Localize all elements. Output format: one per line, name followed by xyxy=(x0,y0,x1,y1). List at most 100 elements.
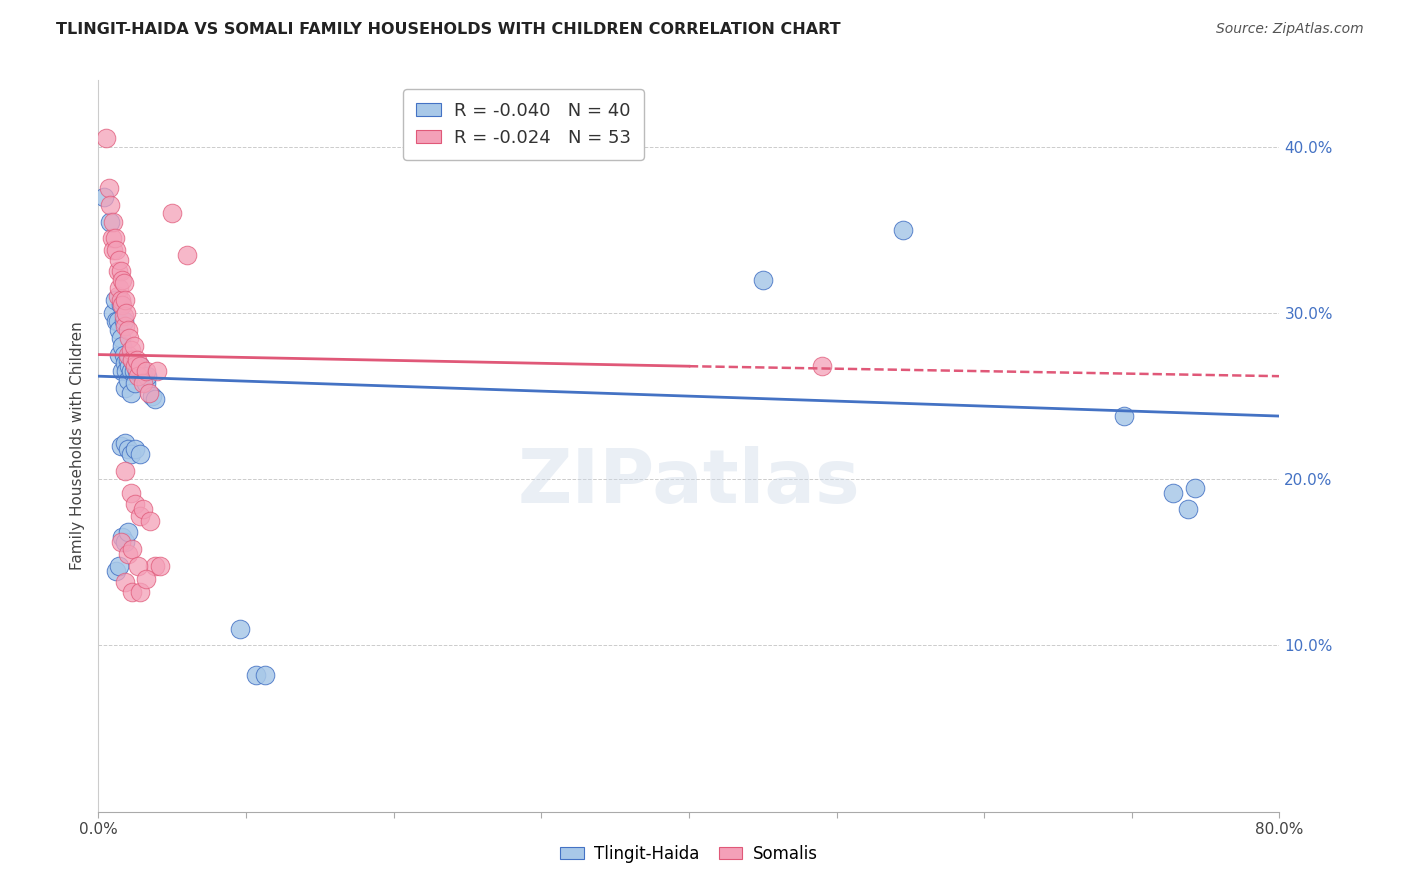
Point xyxy=(149,558,172,573)
Point xyxy=(122,339,145,353)
Point xyxy=(112,347,135,362)
Point xyxy=(124,376,146,390)
Point xyxy=(132,502,155,516)
Point xyxy=(98,214,121,228)
Point xyxy=(110,298,132,312)
Point xyxy=(97,181,120,195)
Point xyxy=(107,264,129,278)
Point xyxy=(139,514,162,528)
Point xyxy=(128,359,150,374)
Point xyxy=(111,339,134,353)
Point xyxy=(176,248,198,262)
Point xyxy=(124,497,146,511)
Point xyxy=(117,347,139,362)
Point xyxy=(136,369,159,384)
Point xyxy=(112,314,135,328)
Point xyxy=(114,293,136,307)
Point xyxy=(124,442,146,457)
Y-axis label: Family Households with Children: Family Households with Children xyxy=(69,322,84,570)
Point xyxy=(125,364,148,378)
Point xyxy=(117,525,139,540)
Point xyxy=(128,508,150,523)
Point xyxy=(121,585,143,599)
Point xyxy=(891,223,914,237)
Point xyxy=(108,281,131,295)
Point xyxy=(120,447,142,461)
Point xyxy=(94,131,117,145)
Point xyxy=(124,359,146,374)
Point xyxy=(1177,502,1199,516)
Point xyxy=(254,668,277,682)
Point xyxy=(114,356,136,370)
Point xyxy=(118,359,141,374)
Text: Source: ZipAtlas.com: Source: ZipAtlas.com xyxy=(1216,22,1364,37)
Point xyxy=(143,392,166,407)
Point xyxy=(120,385,142,400)
Point xyxy=(104,293,127,307)
Point xyxy=(105,564,128,578)
Point xyxy=(1161,485,1184,500)
Point xyxy=(105,243,128,257)
Point xyxy=(135,364,157,378)
Point xyxy=(117,352,139,367)
Point xyxy=(146,364,169,378)
Point xyxy=(118,331,141,345)
Point xyxy=(103,306,125,320)
Point xyxy=(110,439,132,453)
Point xyxy=(98,198,121,212)
Point xyxy=(810,359,832,374)
Point xyxy=(128,447,150,461)
Point xyxy=(108,252,131,267)
Point xyxy=(111,530,134,544)
Point xyxy=(128,359,150,374)
Point xyxy=(128,585,150,599)
Point xyxy=(121,352,143,367)
Point xyxy=(108,347,131,362)
Point xyxy=(132,369,155,384)
Point xyxy=(127,558,149,573)
Point xyxy=(245,668,267,682)
Point xyxy=(1184,481,1206,495)
Point xyxy=(115,364,138,378)
Point xyxy=(93,189,115,203)
Point xyxy=(112,276,135,290)
Point xyxy=(108,323,131,337)
Point xyxy=(108,558,131,573)
Point xyxy=(124,356,146,370)
Point xyxy=(104,231,127,245)
Point xyxy=(1114,409,1136,423)
Point xyxy=(162,206,183,220)
Point xyxy=(143,558,166,573)
Point xyxy=(115,306,138,320)
Point xyxy=(114,319,136,334)
Point xyxy=(111,298,134,312)
Point xyxy=(121,352,143,367)
Point xyxy=(752,273,775,287)
Point xyxy=(141,389,163,403)
Point xyxy=(127,369,149,384)
Point xyxy=(114,464,136,478)
Point xyxy=(111,364,134,378)
Point xyxy=(117,323,139,337)
Point xyxy=(117,547,139,561)
Point xyxy=(111,273,134,287)
Point xyxy=(103,243,125,257)
Point xyxy=(114,381,136,395)
Point xyxy=(117,372,139,386)
Point xyxy=(122,364,145,378)
Point xyxy=(110,331,132,345)
Point xyxy=(103,214,125,228)
Point xyxy=(114,535,136,549)
Point xyxy=(114,575,136,590)
Point xyxy=(117,442,139,457)
Point xyxy=(110,264,132,278)
Point xyxy=(135,572,157,586)
Point xyxy=(125,352,148,367)
Point xyxy=(107,289,129,303)
Point xyxy=(135,376,157,390)
Point xyxy=(112,310,135,324)
Legend: Tlingit-Haida, Somalis: Tlingit-Haida, Somalis xyxy=(554,838,824,869)
Point xyxy=(120,364,142,378)
Point xyxy=(110,535,132,549)
Point xyxy=(105,314,128,328)
